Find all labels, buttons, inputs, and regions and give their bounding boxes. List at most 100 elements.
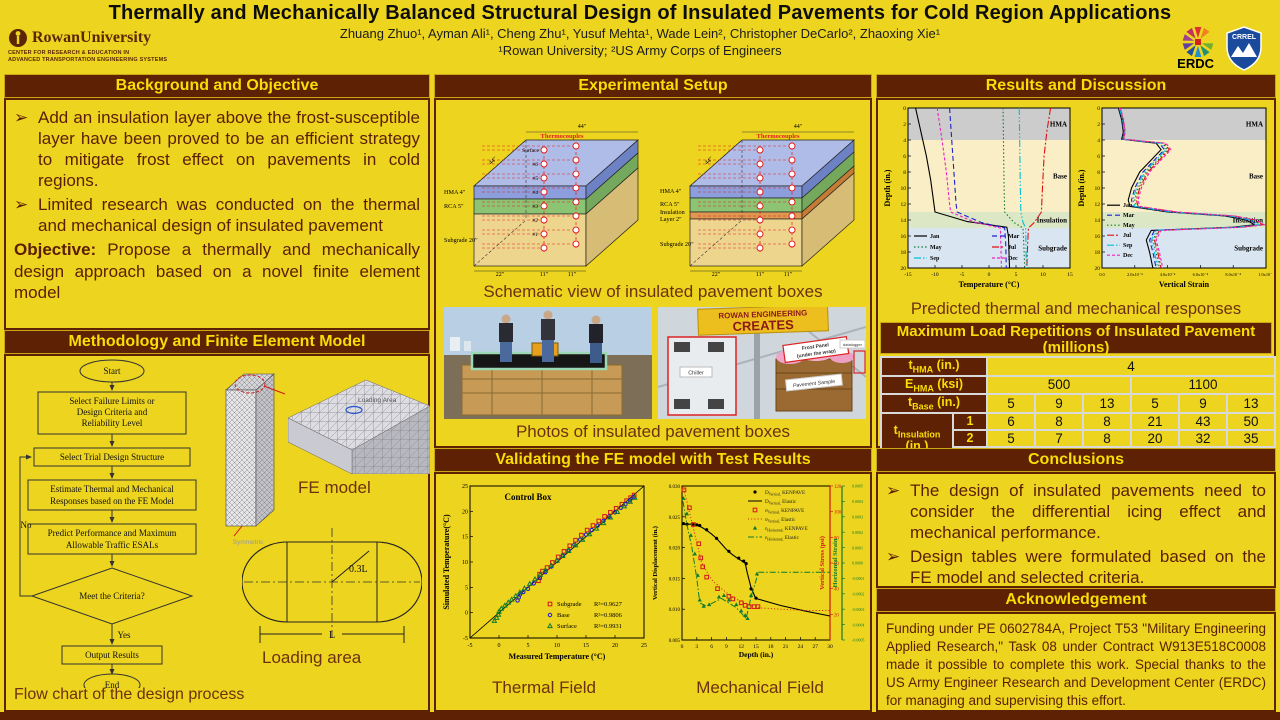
authors-line: Zhuang Zhuo¹, Ayman Ali¹, Cheng Zhu¹, Yu… [339,26,941,41]
svg-text:14: 14 [1095,218,1101,224]
svg-text:10: 10 [462,560,468,566]
length-label: L [329,630,335,641]
svg-text:Base: Base [557,612,570,619]
svg-text:Surface: Surface [522,147,539,154]
svg-text:Measured Temperature (°C): Measured Temperature (°C) [509,652,606,661]
svg-text:80: 80 [834,536,839,541]
erdc-logo [1182,27,1214,57]
svg-text:44″: 44″ [704,156,715,166]
svg-text:Jul: Jul [1008,245,1016,251]
table-cell: 1100 [1129,374,1277,395]
svg-text:8.0x10⁻⁴: 8.0x10⁻⁴ [1225,272,1241,277]
svg-text:Mar: Mar [1008,234,1020,240]
background-bullet-2: ➢ Limited research was conducted on the … [14,195,420,236]
table-header-cell: 1 [952,411,988,431]
table-cell: 500 [986,374,1132,395]
svg-text:HMA: HMA [1050,121,1067,129]
conclusions-bullet-1: ➢ The design of insulated pavements need… [886,481,1266,543]
svg-text:120: 120 [834,485,842,490]
table-row: tBase (in.) 5 9 13 5 9 13 [880,393,1277,414]
svg-text:Simulated Temperature(°C): Simulated Temperature(°C) [442,514,451,610]
svg-text:Dec: Dec [1008,256,1018,262]
svg-text:6.0x10⁻⁴: 6.0x10⁻⁴ [1193,272,1209,277]
svg-text:0: 0 [498,643,501,649]
svg-text:R²=0.9627: R²=0.9627 [594,601,623,608]
svg-text:5: 5 [527,643,530,649]
svg-text:11″: 11″ [784,272,793,278]
table-cell: 13 [1082,393,1132,414]
svg-text:0.0002: 0.0002 [852,530,863,535]
svg-text:Base: Base [1249,173,1263,181]
table-header-cell: tHMA (in.) [880,356,988,377]
svg-text:25: 25 [462,484,468,490]
flowchart-caption: Flow chart of the design process [14,686,245,703]
table-cell: 5 [986,428,1036,448]
svg-text:HMA: HMA [1246,121,1263,129]
affiliations-line: ¹Rowan University; ²US Army Corps of Eng… [498,43,782,58]
svg-text:4: 4 [903,138,906,144]
crrel-logo-label: CRREL [1232,34,1257,41]
section-title-experimental: Experimental Setup [434,74,872,98]
svg-text:Allowable Traffic ESALs: Allowable Traffic ESALs [66,540,159,550]
svg-text:Vertical Stress (psi): Vertical Stress (psi) [819,536,826,590]
svg-text:εHorizontal, Elastic: εHorizontal, Elastic [765,535,800,542]
table-cell: 6 [986,411,1036,431]
table-cell: 5 [1130,393,1180,414]
svg-text:16: 16 [901,234,907,240]
svg-text:-0.0004: -0.0004 [852,622,864,627]
table-cell: 8 [1082,428,1132,448]
svg-text:DVertical, KENPAVE: DVertical, KENPAVE [765,490,805,497]
svg-text:15: 15 [1067,272,1073,278]
svg-text:Yes: Yes [117,630,131,640]
svg-text:Jan: Jan [1123,203,1133,209]
table-cell: 5 [986,393,1036,414]
table-row: 2 5 7 8 20 32 35 [881,428,1277,448]
svg-text:12: 12 [1095,202,1101,208]
svg-text:-0.0002: -0.0002 [852,592,864,597]
svg-text:44″: 44″ [578,124,587,130]
svg-text:#2: #2 [533,218,539,224]
svg-text:8: 8 [1097,170,1100,176]
pavement-sample-label: Pavement Sample [793,379,836,389]
svg-text:Base: Base [1053,173,1067,181]
svg-text:2: 2 [903,122,906,128]
photos-caption: Photos of insulated pavement boxes [515,422,791,441]
svg-text:Depth (in.): Depth (in.) [1077,169,1086,206]
svg-text:HMA 4″: HMA 4″ [660,188,682,195]
svg-text:30: 30 [827,644,833,650]
svg-text:5: 5 [465,585,468,591]
svg-text:0: 0 [988,272,991,278]
svg-text:0.020: 0.020 [669,547,681,552]
bottom-bar [0,712,1280,720]
table-row: tInsulation (in.) 1 6 8 8 21 43 50 [880,411,1277,465]
svg-text:0: 0 [465,611,468,617]
table-header-cell: tBase (in.) [880,393,988,414]
table-row: tHMA (in.) 4 [880,356,1277,377]
schematic-caption: Schematic view of insulated pavement box… [483,282,823,301]
svg-text:No: No [21,520,32,530]
svg-text:3: 3 [695,644,698,650]
svg-text:Jan: Jan [930,234,940,240]
section-title-validating: Validating the FE model with Test Result… [434,448,872,472]
rowan-logo: RowanUniversity CENTER FOR RESEARCH & ED… [8,28,238,64]
svg-text:11″: 11″ [756,272,765,278]
svg-text:-5: -5 [468,643,473,649]
svg-text:#4: #4 [533,189,539,196]
svg-text:Subgrade: Subgrade [557,601,582,608]
svg-text:-5: -5 [463,636,468,642]
svg-text:Design Criteria and: Design Criteria and [77,407,148,417]
table-cell: 13 [1225,393,1277,414]
svg-text:15: 15 [462,535,468,541]
fe-mesh-column: Symmetric [225,373,286,546]
svg-text:Surface: Surface [557,623,577,630]
rowan-center-line1: CENTER FOR RESEARCH & EDUCATION IN [8,50,130,56]
table-cell: 35 [1225,428,1277,448]
photo-compaction [444,307,652,419]
loading-area-annotation: Loading Area [358,397,397,404]
conclusions-bullet-2: ➢ Design tables were formulated based on… [886,547,1266,588]
bullet-arrow-icon: ➢ [886,481,901,500]
svg-text:0.030: 0.030 [669,485,681,490]
svg-text:Depth (in.): Depth (in.) [883,169,892,206]
